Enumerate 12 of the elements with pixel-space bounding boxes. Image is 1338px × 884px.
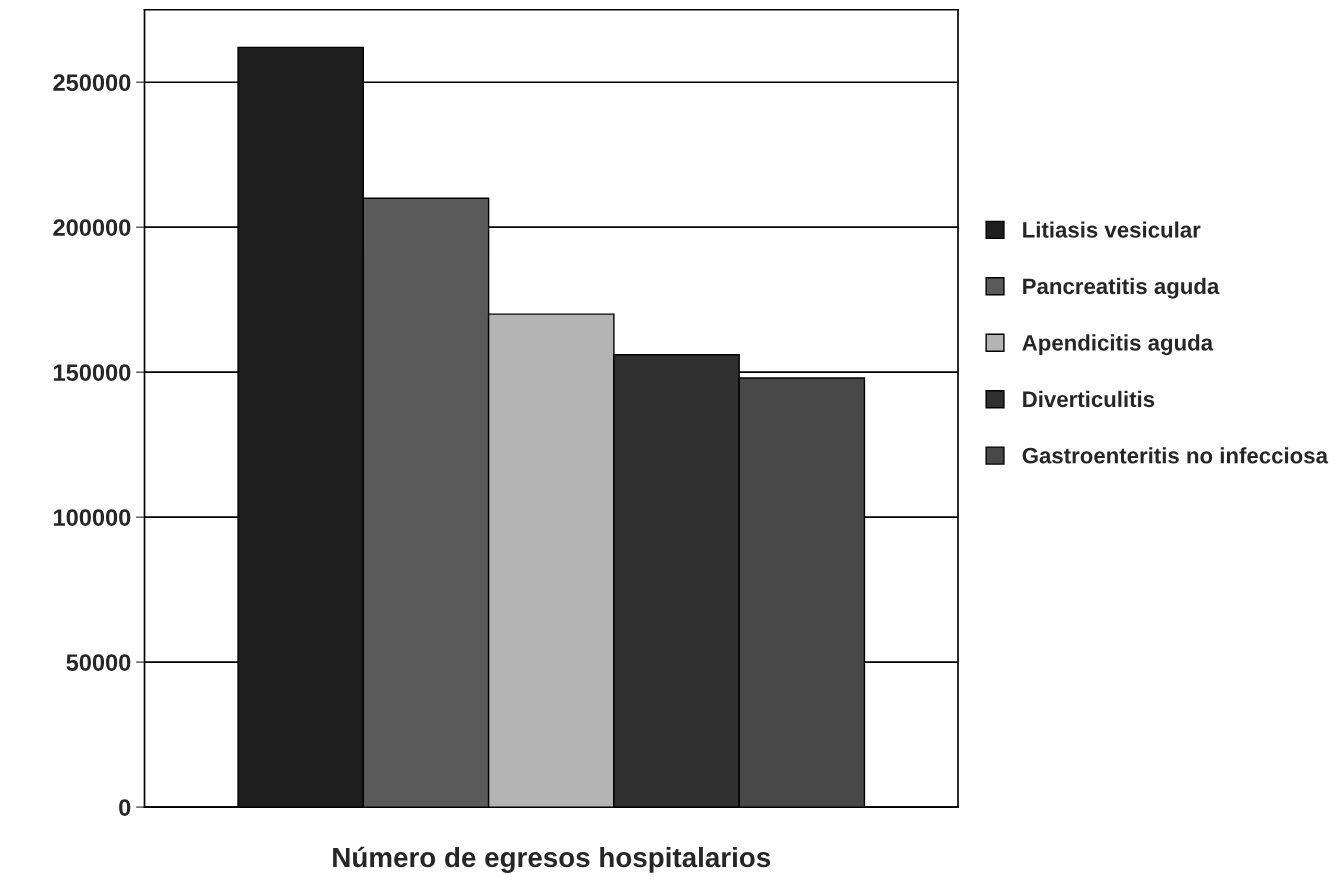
legend-label: Pancreatitis aguda [1023, 277, 1220, 299]
y-tick-label: 150000 [54, 364, 131, 381]
y-tick-label: 200000 [53, 219, 131, 236]
y-tick-label: 50000 [66, 654, 131, 671]
legend-label: Litiasis vesicular [1023, 221, 1201, 238]
y-tick-label: 100000 [54, 509, 131, 526]
y-tick-label: 250000 [53, 74, 131, 91]
y-tick-label: 0 [119, 799, 131, 816]
legend-label: Diverticulitis [1023, 390, 1155, 408]
legend-label: Apendicitis aguda [1022, 334, 1214, 356]
x-axis-title: Número de egresos hospitalarios [333, 846, 771, 873]
legend-label: Gastroenteritis no infecciosa [1022, 447, 1329, 464]
